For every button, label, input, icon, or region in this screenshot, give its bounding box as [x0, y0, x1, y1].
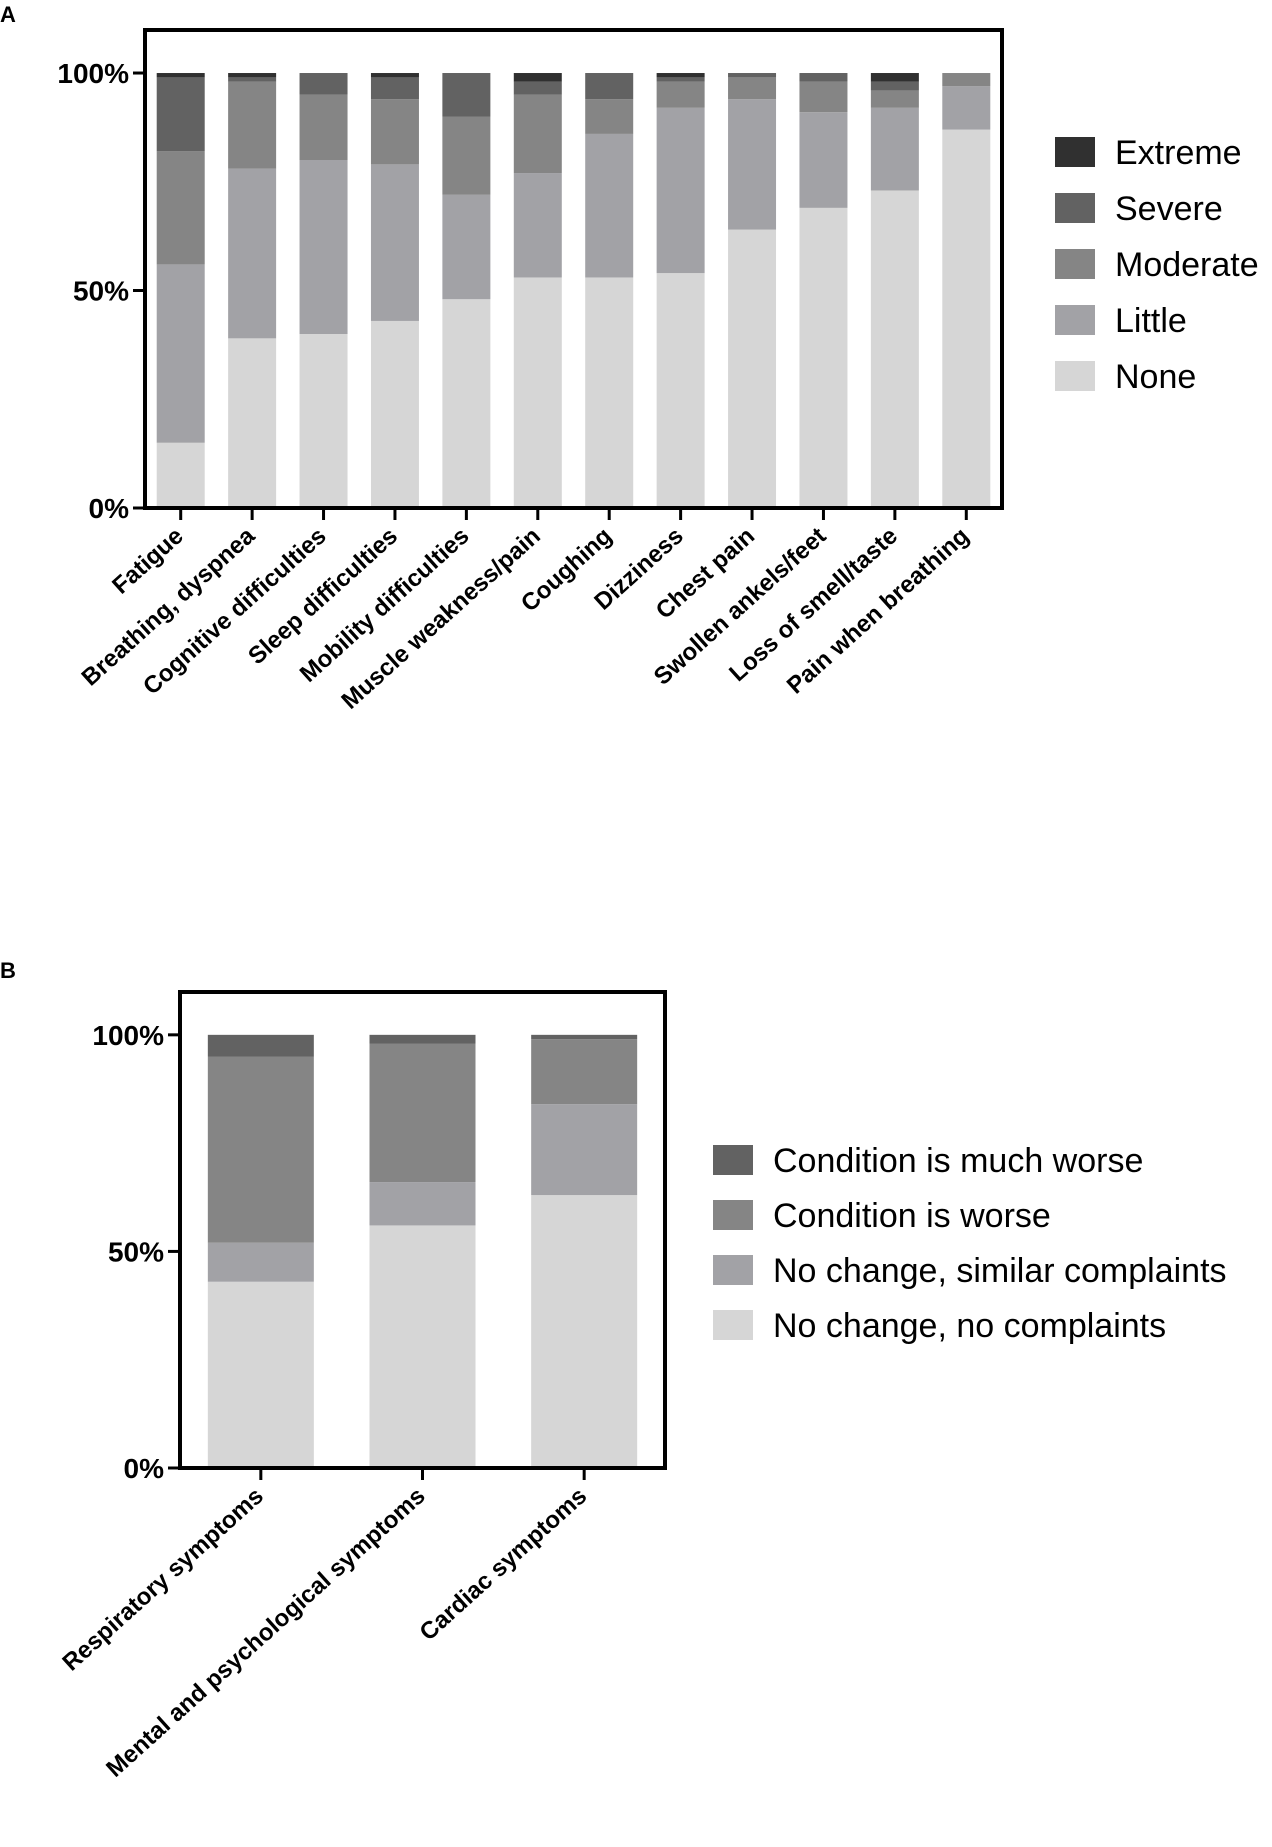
y-tick-label-100: 100%	[57, 58, 129, 89]
bar-mobility-difficulties-little	[442, 194, 491, 300]
legend-swatch-no-change-similar-complaints	[713, 1255, 753, 1285]
bar-cognitive-difficulties-moderate	[299, 94, 348, 161]
bar-respiratory-symptoms-condition-is-worse	[207, 1056, 314, 1243]
bar-fatigue-severe	[156, 77, 205, 152]
legend-label-moderate: Moderate	[1115, 246, 1259, 284]
legend-swatch-severe	[1055, 193, 1095, 223]
bar-loss-of-smell-taste-extreme	[870, 73, 919, 82]
bar-cognitive-difficulties-severe	[299, 73, 348, 95]
bar-breathing-dyspnea-none	[228, 338, 277, 508]
bar-fatigue-none	[156, 442, 205, 508]
bar-respiratory-symptoms-no-change-similar-complaints	[207, 1242, 314, 1282]
bar-sleep-difficulties-extreme	[370, 73, 419, 78]
bar-respiratory-symptoms-no-change-no-complaints	[207, 1281, 314, 1468]
bar-mental-and-psychological-symptoms-no-change-no-complaints	[369, 1225, 476, 1468]
bar-dizziness-extreme	[656, 73, 705, 78]
bar-mobility-difficulties-moderate	[442, 116, 491, 195]
bar-chest-pain-none	[728, 229, 777, 508]
bar-muscle-weakness-pain-moderate	[513, 94, 562, 174]
legend-swatch-condition-is-worse	[713, 1200, 753, 1230]
bar-mental-and-psychological-symptoms-condition-is-much-worse	[369, 1034, 476, 1044]
legend-label-no-change-no-complaints: No change, no complaints	[773, 1307, 1166, 1345]
bar-fatigue-extreme	[156, 73, 205, 78]
bar-breathing-dyspnea-severe	[228, 77, 277, 82]
bar-muscle-weakness-pain-extreme	[513, 73, 562, 82]
category-label-mental-and-psychological-symptoms: Mental and psychological symptoms	[101, 1482, 430, 1782]
plot-frame	[178, 990, 667, 1470]
bar-chest-pain-moderate	[728, 77, 777, 100]
bar-mobility-difficulties-none	[442, 299, 491, 508]
legend-label-condition-is-much-worse: Condition is much worse	[773, 1142, 1143, 1180]
bar-coughing-severe	[585, 73, 634, 100]
bar-coughing-none	[585, 277, 634, 508]
bar-cardiac-symptoms-condition-is-worse	[531, 1039, 638, 1105]
bar-breathing-dyspnea-extreme	[228, 73, 277, 78]
legend-swatch-none	[1055, 361, 1095, 391]
category-label-cardiac-symptoms: Cardiac symptoms	[415, 1482, 593, 1646]
bar-pain-when-breathing-none	[942, 129, 991, 509]
legend-label-severe: Severe	[1115, 190, 1223, 228]
bar-sleep-difficulties-severe	[370, 77, 419, 100]
bar-loss-of-smell-taste-none	[870, 190, 919, 508]
bar-swollen-ankels-feet-moderate	[799, 81, 848, 113]
legend-swatch-extreme	[1055, 137, 1095, 167]
bar-loss-of-smell-taste-moderate	[870, 90, 919, 108]
bar-cardiac-symptoms-no-change-no-complaints	[531, 1195, 638, 1468]
bar-swollen-ankels-feet-little	[799, 112, 848, 208]
bar-fatigue-moderate	[156, 151, 205, 265]
y-tick-label-100: 100%	[92, 1020, 164, 1051]
legend-label-little: Little	[1115, 302, 1187, 340]
bar-pain-when-breathing-little	[942, 86, 991, 130]
panel-label-a: A	[0, 2, 16, 27]
legend-label-condition-is-worse: Condition is worse	[773, 1197, 1051, 1235]
y-tick-label-0: 0%	[89, 493, 130, 524]
bar-muscle-weakness-pain-little	[513, 173, 562, 278]
bar-chest-pain-little	[728, 99, 777, 230]
bar-swollen-ankels-feet-severe	[799, 73, 848, 82]
legend-swatch-condition-is-much-worse	[713, 1145, 753, 1175]
bar-swollen-ankels-feet-none	[799, 207, 848, 508]
bar-dizziness-severe	[656, 77, 705, 82]
bar-cognitive-difficulties-little	[299, 160, 348, 335]
bar-cardiac-symptoms-no-change-similar-complaints	[531, 1104, 638, 1196]
bar-dizziness-moderate	[656, 81, 705, 108]
bar-loss-of-smell-taste-little	[870, 107, 919, 191]
bar-dizziness-none	[656, 273, 705, 508]
bar-mental-and-psychological-symptoms-no-change-similar-complaints	[369, 1182, 476, 1226]
y-tick-label-50: 50%	[73, 276, 129, 307]
legend-label-none: None	[1115, 358, 1196, 396]
plot-frame	[143, 28, 1004, 510]
bar-cognitive-difficulties-none	[299, 334, 348, 508]
bar-coughing-little	[585, 133, 634, 278]
bar-respiratory-symptoms-condition-is-much-worse	[207, 1034, 314, 1057]
bar-breathing-dyspnea-moderate	[228, 81, 277, 169]
bar-loss-of-smell-taste-severe	[870, 81, 919, 91]
legend-swatch-no-change-no-complaints	[713, 1310, 753, 1340]
bar-chest-pain-severe	[728, 73, 777, 78]
bar-cardiac-symptoms-condition-is-much-worse	[531, 1034, 638, 1040]
legend-swatch-moderate	[1055, 249, 1095, 279]
bar-dizziness-little	[656, 107, 705, 274]
legend-label-no-change-similar-complaints: No change, similar complaints	[773, 1252, 1227, 1290]
bar-pain-when-breathing-moderate	[942, 73, 991, 87]
bar-breathing-dyspnea-little	[228, 168, 277, 339]
bar-coughing-moderate	[585, 99, 634, 134]
bar-muscle-weakness-pain-severe	[513, 81, 562, 95]
y-tick-label-50: 50%	[108, 1236, 164, 1267]
legend-label-extreme: Extreme	[1115, 134, 1242, 172]
bar-sleep-difficulties-none	[370, 320, 419, 508]
bar-sleep-difficulties-moderate	[370, 99, 419, 165]
y-tick-label-0: 0%	[124, 1453, 165, 1484]
panel-label-b: B	[0, 958, 16, 983]
bar-fatigue-little	[156, 264, 205, 443]
legend-swatch-little	[1055, 305, 1095, 335]
bar-muscle-weakness-pain-none	[513, 277, 562, 508]
bar-mental-and-psychological-symptoms-condition-is-worse	[369, 1043, 476, 1183]
bar-sleep-difficulties-little	[370, 164, 419, 321]
bar-mobility-difficulties-severe	[442, 73, 491, 117]
